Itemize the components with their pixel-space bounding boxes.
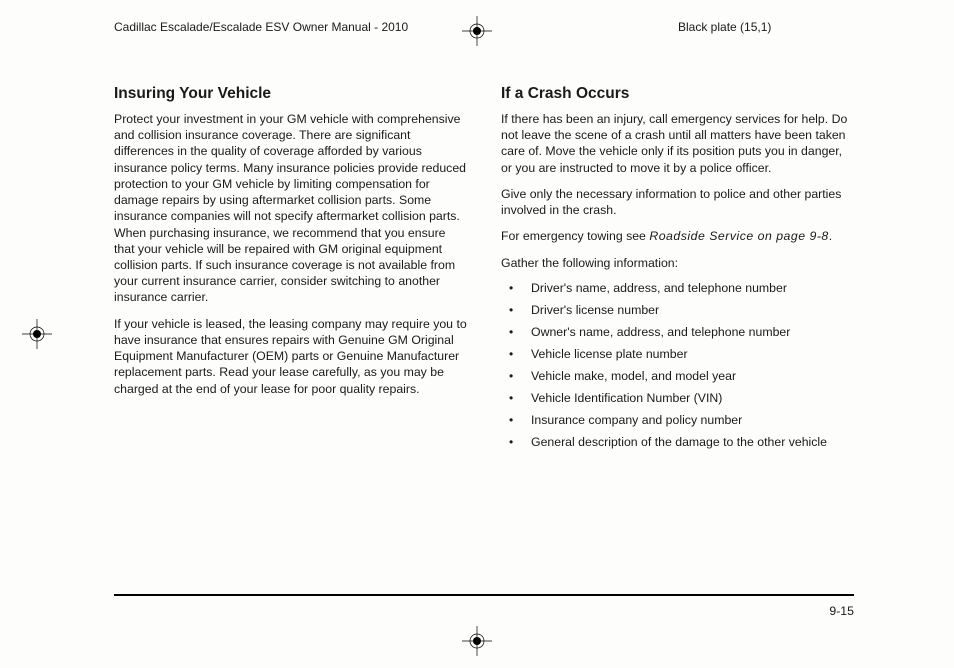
- footer-rule: [114, 594, 854, 596]
- paragraph: If your vehicle is leased, the leasing c…: [114, 316, 467, 397]
- text: For emergency towing see: [501, 229, 649, 243]
- registration-mark-icon: [462, 16, 492, 46]
- list-item: Vehicle make, model, and model year: [519, 369, 854, 385]
- right-column: If a Crash Occurs If there has been an i…: [501, 85, 854, 457]
- list-item: Insurance company and policy number: [519, 413, 854, 429]
- list-item: Driver's license number: [519, 303, 854, 319]
- paragraph: Gather the following information:: [501, 255, 854, 271]
- list-item: Vehicle Identification Number (VIN): [519, 391, 854, 407]
- header-manual-title: Cadillac Escalade/Escalade ESV Owner Man…: [114, 20, 408, 34]
- left-column: Insuring Your Vehicle Protect your inves…: [114, 85, 467, 457]
- page-reference: Roadside Service on page 9‑8: [649, 229, 828, 243]
- text: .: [829, 229, 832, 243]
- heading-crash: If a Crash Occurs: [501, 85, 854, 103]
- list-item: Driver's name, address, and telephone nu…: [519, 281, 854, 297]
- paragraph: If there has been an injury, call emerge…: [501, 111, 854, 176]
- paragraph-with-ref: For emergency towing see Roadside Servic…: [501, 228, 854, 244]
- list-item: Owner's name, address, and telephone num…: [519, 325, 854, 341]
- paragraph: Give only the necessary information to p…: [501, 186, 854, 218]
- registration-mark-icon: [462, 626, 492, 656]
- list-item: General description of the damage to the…: [519, 435, 854, 451]
- content-area: Insuring Your Vehicle Protect your inves…: [114, 85, 854, 457]
- list-item: Vehicle license plate number: [519, 347, 854, 363]
- header-plate-info: Black plate (15,1): [678, 20, 771, 34]
- info-list: Driver's name, address, and telephone nu…: [501, 281, 854, 451]
- heading-insuring: Insuring Your Vehicle: [114, 85, 467, 103]
- registration-mark-icon: [22, 319, 52, 349]
- page-number: 9-15: [829, 604, 854, 618]
- paragraph: Protect your investment in your GM vehic…: [114, 111, 467, 306]
